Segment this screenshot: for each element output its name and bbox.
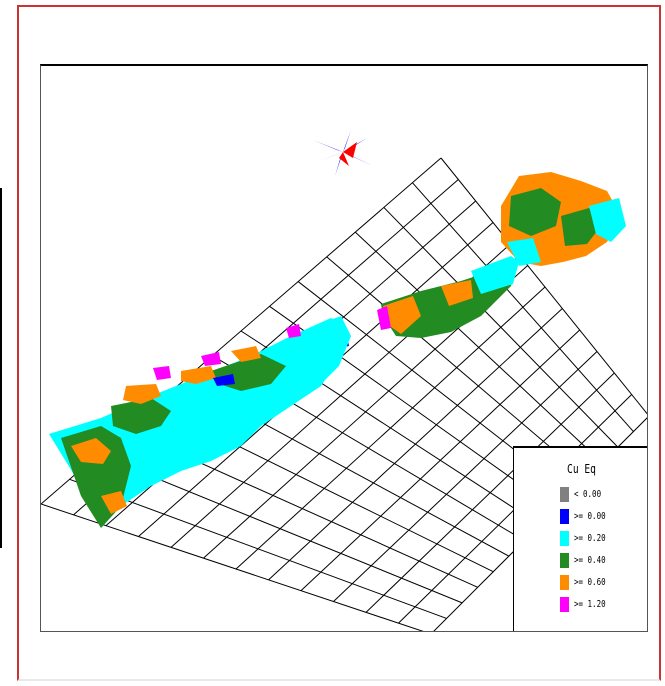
orebody-west-green-2 [111,398,171,434]
grid-line [365,372,615,613]
orebody-west-magenta-2 [201,352,221,366]
grid-line [268,308,563,581]
orebody-central-orange-1 [383,296,421,334]
orebody-central-cyan-1 [471,256,519,294]
legend-label: >= 0.60 [574,576,606,588]
model-viewport: Cu Eq < 0.00 >= 0.00 >= 0.20 >= 0.40 >= … [40,64,648,632]
orebody-west-orange-5 [231,346,261,362]
legend-label: < 0.00 [574,488,602,500]
grid-line [333,351,598,602]
figure-frame [17,5,661,681]
legend-swatch [560,508,569,524]
left-edge-bar [0,188,2,548]
legend-label: >= 0.20 [574,532,606,544]
legend-swatch [560,530,569,546]
orebody-west-magenta-1 [153,366,171,380]
legend-label: >= 0.00 [574,510,606,522]
grid-line [235,286,546,570]
legend-item: >= 1.20 [560,596,616,612]
orebody-central-magenta [377,306,391,330]
legend-swatch [560,486,569,502]
orebody-central-orange-2 [441,280,473,306]
legend-swatch [560,552,569,568]
orebody-east-green-2 [561,208,601,246]
orebody-west-magenta-3 [286,324,301,338]
orebody-west-orange-1 [71,438,111,464]
orebody-east-green-1 [509,188,561,236]
orebody-west-orange-3 [181,366,216,384]
legend-swatch [560,596,569,612]
orebody-model [49,172,626,528]
orebody-west-orange-2 [123,384,161,404]
orebody-east-cyan-1 [589,198,626,242]
legend-item: >= 0.40 [560,552,616,568]
grid-line [300,329,581,592]
grade-legend: Cu Eq < 0.00 >= 0.00 >= 0.20 >= 0.40 >= … [513,446,647,631]
north-arrow-compass-icon [313,130,373,176]
orebody-west-blue-1 [213,374,235,386]
legend-title: Cu Eq [567,462,596,476]
orebody-east-cyan-2 [507,238,541,266]
legend-item: >= 0.00 [560,508,616,524]
orebody-west-orange-4 [101,491,127,514]
orebody-3d-view [41,130,647,631]
legend-item: < 0.00 [560,486,610,502]
legend-item: >= 0.60 [560,574,616,590]
legend-label: >= 0.40 [574,554,606,566]
legend-item: >= 0.20 [560,530,616,546]
legend-swatch [560,574,569,590]
orebody-west-dotted-cyan [309,316,351,384]
legend-label: >= 1.20 [574,598,606,610]
